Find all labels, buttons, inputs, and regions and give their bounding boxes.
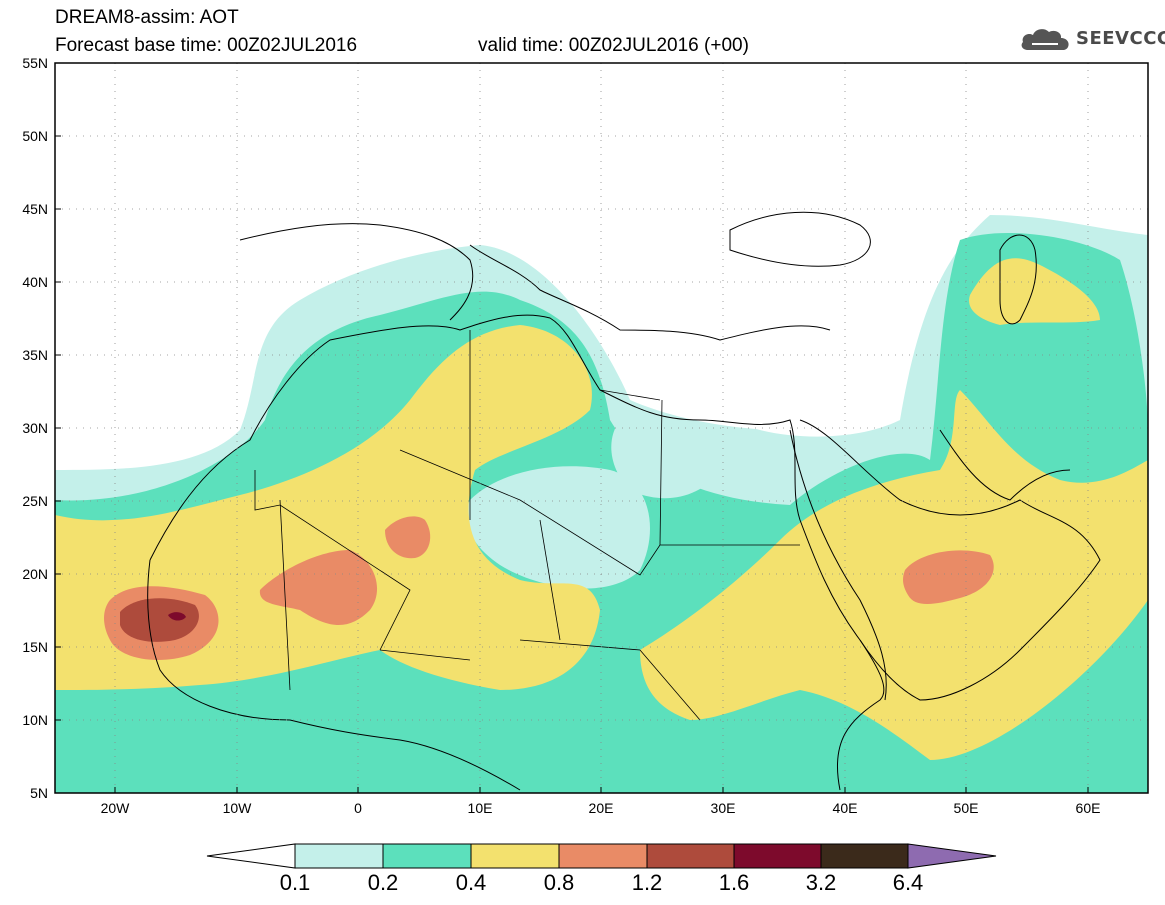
colorbar-label: 0.1 bbox=[279, 870, 311, 895]
lat-label: 10N bbox=[22, 712, 48, 728]
colorbar-bin-7 bbox=[820, 843, 909, 869]
arabia-coast bbox=[799, 419, 1101, 701]
lon-label: 20W bbox=[100, 800, 130, 816]
lat-label: 15N bbox=[22, 639, 48, 655]
lon-label: 0 bbox=[354, 800, 362, 816]
colorbar-bin-4 bbox=[558, 843, 648, 869]
west-africa-coast bbox=[147, 559, 521, 791]
colorbar-bin-6 bbox=[733, 843, 822, 869]
aot-contour-1-2 bbox=[120, 598, 199, 642]
colorbar-label: 1.2 bbox=[631, 870, 663, 895]
colorbar-label: 6.4 bbox=[892, 870, 924, 895]
colorbar-label: 0.2 bbox=[367, 870, 399, 895]
lon-label: 10E bbox=[467, 800, 493, 816]
aot-contour-0-8-algeria bbox=[385, 516, 431, 559]
aot-clear-levant bbox=[600, 330, 900, 437]
persian-gulf bbox=[939, 429, 1071, 501]
colorbar-label: 0.4 bbox=[455, 870, 487, 895]
aot-contour-0-1-egypt bbox=[611, 417, 720, 499]
lon-label: 30E bbox=[710, 800, 736, 816]
lat-label: 5N bbox=[30, 785, 48, 801]
lat-label: 35N bbox=[22, 347, 48, 363]
colorbar-over-arrow bbox=[907, 843, 997, 869]
aot-contour-0-4-east bbox=[640, 390, 1148, 760]
caspian-sea bbox=[999, 234, 1037, 325]
cloud-icon bbox=[1021, 29, 1069, 50]
lon-label: 50E bbox=[953, 800, 979, 816]
aot-contour-1-6 bbox=[168, 612, 186, 621]
red-sea bbox=[789, 429, 887, 701]
lat-label: 50N bbox=[22, 128, 48, 144]
colorbar-bin-1 bbox=[294, 843, 384, 869]
tick-marks bbox=[55, 62, 1089, 793]
aot-contour-0-8-mali bbox=[259, 550, 378, 625]
logo-text: SEEVCCC bbox=[1076, 28, 1165, 49]
valid-time: valid time: 00Z02JUL2016 (+00) bbox=[478, 35, 749, 56]
colorbar-bin-3 bbox=[470, 843, 560, 869]
map-title: DREAM8-assim: AOT bbox=[55, 7, 239, 28]
aot-contour-0-8-arabia bbox=[903, 550, 994, 604]
europe-coast bbox=[239, 223, 831, 341]
border-lines bbox=[254, 330, 800, 721]
colorbar-bin-5 bbox=[646, 843, 735, 869]
lat-label: 30N bbox=[22, 420, 48, 436]
aot-contour-0-4-caspian bbox=[969, 258, 1100, 325]
lat-label: 40N bbox=[22, 274, 48, 290]
coastlines bbox=[147, 211, 1101, 791]
aot-field bbox=[55, 63, 1148, 793]
seevccc-logo: SEEVCCC bbox=[1018, 24, 1165, 56]
lat-label: 55N bbox=[22, 55, 48, 71]
forecast-base-time: Forecast base time: 00Z02JUL2016 bbox=[55, 35, 358, 56]
colorbar-label: 0.8 bbox=[543, 870, 575, 895]
lat-label: 25N bbox=[22, 493, 48, 509]
lat-label: 45N bbox=[22, 201, 48, 217]
colorbar-label: 3.2 bbox=[805, 870, 837, 895]
lon-label: 20E bbox=[588, 800, 614, 816]
colorbar-under-arrow bbox=[206, 843, 296, 869]
colorbar-label: 1.6 bbox=[718, 870, 750, 895]
colorbar-bin-2 bbox=[382, 843, 472, 869]
lat-label: 20N bbox=[22, 566, 48, 582]
black-sea bbox=[729, 211, 871, 267]
colorbar bbox=[206, 843, 997, 869]
lon-label: 60E bbox=[1075, 800, 1101, 816]
lon-label: 40E bbox=[832, 800, 858, 816]
lon-label: 10W bbox=[222, 800, 252, 816]
graticule bbox=[55, 63, 1148, 793]
